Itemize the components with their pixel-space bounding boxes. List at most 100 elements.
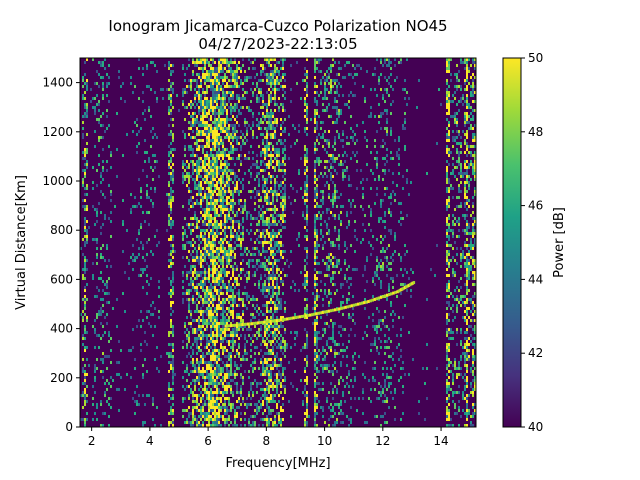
heatmap-cell [214, 256, 216, 259]
heatmap-cell [274, 421, 276, 424]
heatmap-cell [130, 349, 132, 352]
heatmap-cell [188, 250, 190, 253]
heatmap-cell [276, 280, 278, 283]
heatmap-cell [188, 421, 190, 424]
heatmap-cell [108, 82, 110, 85]
heatmap-cell [138, 67, 140, 70]
heatmap-cell [306, 187, 308, 190]
heatmap-cell [238, 97, 240, 100]
heatmap-cell [284, 379, 286, 382]
heatmap-cell [314, 172, 316, 175]
heatmap-cell [124, 310, 126, 313]
heatmap-cell [284, 355, 286, 358]
heatmap-cell [260, 196, 262, 199]
heatmap-cell [234, 148, 236, 151]
heatmap-cell [170, 406, 172, 409]
heatmap-cell [234, 58, 236, 61]
heatmap-cell [272, 268, 274, 271]
heatmap-cell [212, 91, 214, 94]
heatmap-cell [334, 79, 336, 82]
heatmap-cell [342, 76, 344, 79]
heatmap-cell [202, 376, 204, 379]
heatmap-cell [226, 256, 228, 259]
heatmap-cell [206, 247, 208, 250]
heatmap-cell [182, 175, 184, 178]
heatmap-cell [206, 367, 208, 370]
heatmap-cell [84, 223, 86, 226]
heatmap-cell [226, 319, 228, 322]
heatmap-cell [264, 418, 266, 421]
heatmap-cell [184, 73, 186, 76]
heatmap-cell [184, 292, 186, 295]
heatmap-cell [278, 304, 280, 307]
heatmap-cell [274, 307, 276, 310]
heatmap-cell [232, 319, 234, 322]
heatmap-cell [206, 391, 208, 394]
heatmap-cell [220, 262, 222, 265]
heatmap-cell [328, 337, 330, 340]
heatmap-cell [246, 91, 248, 94]
heatmap-cell [196, 133, 198, 136]
heatmap-cell [228, 385, 230, 388]
heatmap-cell [184, 325, 186, 328]
heatmap-cell [296, 388, 298, 391]
heatmap-cell [318, 400, 320, 403]
heatmap-cell [218, 127, 220, 130]
heatmap-cell [158, 310, 160, 313]
heatmap-cell [104, 196, 106, 199]
heatmap-cell [212, 403, 214, 406]
heatmap-cell [220, 163, 222, 166]
heatmap-cell [290, 250, 292, 253]
heatmap-cell [208, 250, 210, 253]
heatmap-cell [230, 73, 232, 76]
heatmap-cell [140, 349, 142, 352]
heatmap-cell [334, 160, 336, 163]
heatmap-cell [216, 421, 218, 424]
heatmap-cell [216, 250, 218, 253]
heatmap-cell [304, 328, 306, 331]
heatmap-cell [332, 154, 334, 157]
heatmap-cell [224, 91, 226, 94]
heatmap-cell [206, 346, 208, 349]
heatmap-cell [98, 310, 100, 313]
heatmap-cell [224, 286, 226, 289]
heatmap-cell [244, 247, 246, 250]
heatmap-cell [84, 424, 86, 427]
heatmap-cell [104, 355, 106, 358]
heatmap-cell [280, 256, 282, 259]
heatmap-cell [232, 292, 234, 295]
heatmap-cell [236, 292, 238, 295]
heatmap-cell [218, 283, 220, 286]
heatmap-cell [242, 319, 244, 322]
heatmap-cell [168, 223, 170, 226]
heatmap-cell [256, 385, 258, 388]
heatmap-cell [214, 172, 216, 175]
heatmap-cell [208, 136, 210, 139]
heatmap-cell [100, 61, 102, 64]
heatmap-cell [202, 331, 204, 334]
heatmap-cell [326, 175, 328, 178]
heatmap-cell [230, 361, 232, 364]
heatmap-cell [220, 181, 222, 184]
heatmap-cell [154, 91, 156, 94]
heatmap-cell [200, 406, 202, 409]
heatmap-cell [264, 367, 266, 370]
heatmap-cell [282, 193, 284, 196]
heatmap-cell [236, 187, 238, 190]
heatmap-cell [278, 163, 280, 166]
heatmap-cell [266, 304, 268, 307]
heatmap-cell [232, 85, 234, 88]
heatmap-cell [190, 283, 192, 286]
heatmap-cell [304, 100, 306, 103]
heatmap-cell [234, 280, 236, 283]
heatmap-cell [172, 136, 174, 139]
heatmap-cell [232, 91, 234, 94]
heatmap-cell [230, 391, 232, 394]
heatmap-cell [276, 271, 278, 274]
heatmap-cell [306, 307, 308, 310]
heatmap-cell [194, 388, 196, 391]
heatmap-cell [260, 289, 262, 292]
heatmap-cell [236, 70, 238, 73]
heatmap-cell [196, 193, 198, 196]
heatmap-cell [262, 364, 264, 367]
